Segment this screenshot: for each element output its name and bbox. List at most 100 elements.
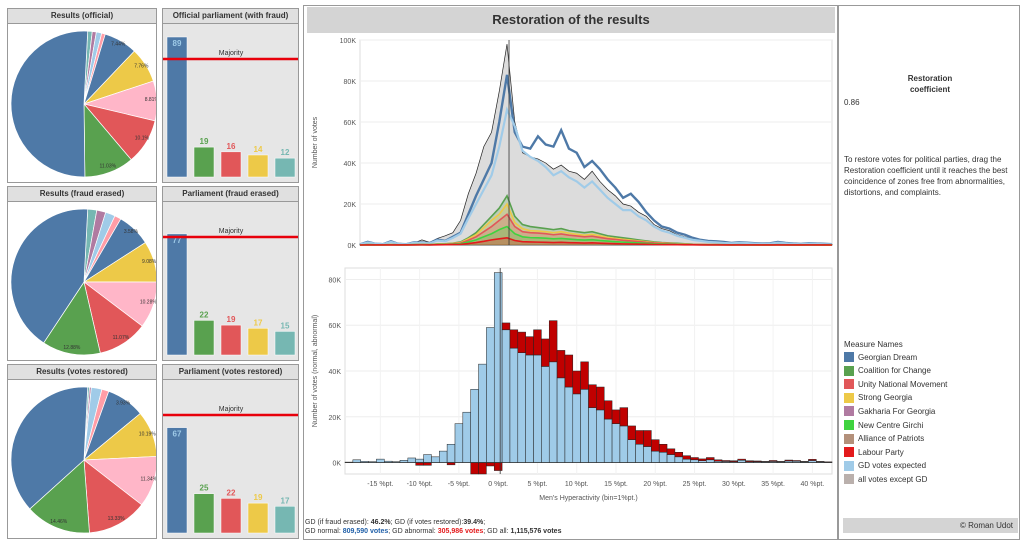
majority-label: Majority (219, 228, 244, 235)
y-tick-label: 20K (344, 202, 357, 209)
abnormal-bar (572, 370, 581, 395)
seat-label: 67 (173, 430, 182, 439)
abnormal-bar (603, 400, 613, 420)
seat-bar (247, 502, 269, 534)
x-tick-label: 20 %pt. (643, 481, 667, 488)
series-line (359, 237, 833, 246)
normal-bar (446, 443, 456, 463)
legend-item[interactable]: all votes except GD (844, 474, 927, 485)
abnormal-bar (596, 386, 605, 411)
main-title: Restoration of the results (307, 7, 835, 33)
abnormal-bar (768, 460, 778, 462)
line-chart: 0K 20K 40K 60K 80K 100K Number of votes (312, 38, 833, 250)
seat-bar (274, 331, 296, 356)
seat-bar (274, 506, 296, 534)
seat-label: 15 (281, 321, 290, 330)
parliament-chart-votes-restored: 67 25 22 19 17 Majority (163, 406, 298, 534)
histogram-chart: 0K 20K 40K 60K 80K -15 %pt. -10 %pt. -5 %pt. 0 %… (312, 267, 833, 502)
normal-bar (541, 366, 550, 463)
y-tick-label: 60K (344, 120, 357, 127)
abnormal-bar (415, 462, 424, 466)
abnormal-bar (517, 331, 526, 353)
normal-bar (431, 456, 440, 463)
footer-text: GD normal: (305, 528, 343, 535)
pie-chart-fraud-erased: 3.58% 9.08% 10.28% 11.07% 12.88% (10, 208, 156, 356)
abnormal-bar (784, 459, 793, 462)
legend-item[interactable]: Gakharia For Georgia (844, 406, 935, 417)
pie-label: 3.93% (116, 400, 131, 406)
abnormal-bar (713, 459, 723, 462)
seat-label: 89 (173, 39, 182, 48)
footer-value: 46.2% (370, 519, 391, 526)
pie-label: 7.44% (111, 41, 126, 47)
legend-item[interactable]: Georgian Dream (844, 352, 917, 362)
legend-item[interactable]: Labour Party (844, 447, 904, 458)
normal-bar (588, 407, 597, 463)
legend-item[interactable]: GD votes expected (844, 460, 926, 471)
abnormal-bar (737, 458, 746, 461)
y-tick-label: 20K (329, 415, 342, 422)
normal-bar (439, 450, 448, 463)
legend-item[interactable]: Coalition for Change (844, 365, 931, 376)
pie-label: 14.46% (50, 519, 68, 525)
abnormal-bar (541, 338, 550, 367)
seat-label: 22 (227, 488, 236, 497)
legend-item[interactable]: New Centre Girchi (844, 420, 923, 430)
normal-bar (596, 409, 605, 463)
y-axis-label: Number of votes (normal, abnormal) (312, 315, 319, 427)
coefficient-value[interactable]: 0.86 (844, 98, 860, 107)
seat-label: 12 (281, 148, 290, 157)
legend-label: Georgian Dream (858, 352, 918, 362)
seat-bar (166, 36, 188, 178)
legend-swatch (844, 365, 854, 376)
abnormal-bar (635, 430, 644, 445)
majority-label: Majority (219, 50, 244, 57)
pie-label: 12.88% (63, 345, 81, 351)
legend-item[interactable]: Alliance of Patriots (844, 433, 924, 444)
normal-bar (643, 446, 652, 463)
normal-bar (690, 459, 699, 463)
parliament-panel-fraud-erased: Parliament (fraud erased) 77 22 19 17 15 Majo… (162, 186, 299, 361)
footer-text: ; (483, 519, 486, 526)
legend-label: Labour Party (858, 447, 904, 457)
seat-label: 16 (227, 142, 236, 151)
pie-label: 10.28% (140, 300, 156, 306)
normal-bar (423, 454, 432, 463)
abnormal-bar (423, 462, 432, 466)
pie-panel-fraud-erased: Results (fraud erased) 3.58% 9.08% 10.28% 1… (7, 186, 157, 361)
pie-label: 11.07% (113, 335, 130, 341)
seat-bar (220, 324, 242, 356)
legend-item[interactable]: Unity National Movement (844, 379, 947, 390)
abnormal-bar (643, 430, 652, 447)
seat-bar (247, 328, 269, 356)
series-fill (360, 237, 832, 245)
seat-bar (247, 154, 269, 178)
pie-label: 13.33% (108, 516, 126, 522)
y-tick-label: 60K (329, 323, 342, 330)
pie-title: Results (votes restored) (8, 365, 156, 380)
legend-swatch (844, 420, 854, 430)
legend-title: Measure Names (844, 340, 903, 349)
normal-bar (737, 460, 746, 463)
abnormal-bar (486, 462, 495, 467)
footer-line-1: GD (if fraud erased): 46.2%; GD (if vote… (305, 519, 485, 526)
normal-bar (619, 425, 629, 463)
abnormal-bar (651, 439, 660, 452)
footer-text: ; GD all: (483, 528, 511, 535)
normal-bar (462, 411, 471, 463)
pie-label: 8.81% (145, 97, 156, 103)
x-tick-label: 35 %pt. (761, 481, 785, 488)
pie-slice (82, 242, 156, 283)
right-panel: Restoration coefficient 0.86 To restore … (838, 5, 1020, 540)
legend-label: Strong Georgia (858, 393, 913, 403)
abnormal-bar (666, 448, 676, 455)
abnormal-bar (470, 462, 479, 475)
x-tick-label: 15 %pt. (604, 481, 628, 488)
pie-slice (43, 281, 101, 356)
legend-swatch (844, 474, 854, 485)
credit: © Roman Udot (843, 518, 1018, 533)
parliament-panel-votes-restored: Parliament (votes restored) 67 25 22 19 17 Ma… (162, 364, 299, 539)
legend-swatch (844, 447, 854, 458)
y-tick-label: 0K (347, 243, 356, 250)
legend-item[interactable]: Strong Georgia (844, 392, 913, 403)
